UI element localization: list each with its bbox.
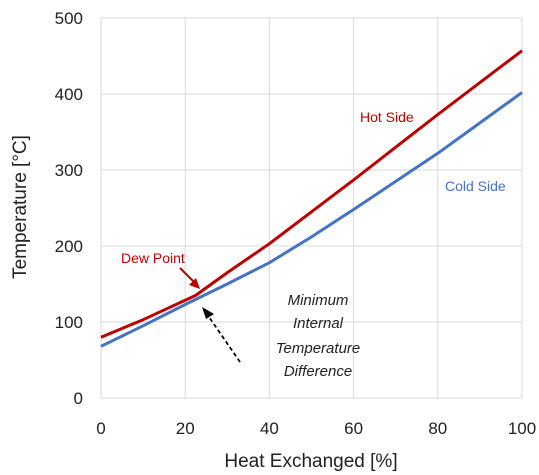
- x-axis-title: Heat Exchanged [%]: [224, 451, 397, 472]
- x-tick-label: 0: [96, 419, 105, 438]
- x-tick-label: 60: [344, 419, 363, 438]
- min-itd-line-3: Temperature: [276, 340, 361, 357]
- min-itd-line-1: Minimum: [288, 292, 349, 309]
- y-tick-label: 0: [74, 389, 83, 408]
- cold-side-line: [100, 91, 523, 348]
- y-tick-label: 300: [55, 161, 83, 180]
- dew-point-arrow-shaft: [179, 267, 196, 284]
- x-tick-labels: 0 20 40 60 80 100: [96, 419, 536, 438]
- y-tick-label: 200: [55, 237, 83, 256]
- grid-lines: [100, 17, 523, 399]
- x-tick-label: 20: [176, 419, 195, 438]
- x-tick-label: 100: [508, 419, 536, 438]
- y-tick-label: 400: [55, 85, 83, 104]
- min-itd-arrow-shaft: [208, 316, 241, 363]
- x-tick-label: 40: [260, 419, 279, 438]
- y-axis-title: Temperature [°C]: [10, 135, 31, 279]
- min-itd-arrowhead: [202, 307, 214, 319]
- y-tick-label: 500: [55, 9, 83, 28]
- hot-side-label: Hot Side: [360, 109, 414, 125]
- x-tick-label: 80: [428, 419, 447, 438]
- annotation-arrows: [179, 267, 241, 363]
- dew-point-label: Dew Point: [121, 250, 185, 266]
- min-itd-line-4: Difference: [284, 363, 352, 380]
- cold-side-label: Cold Side: [445, 178, 506, 194]
- y-tick-label: 100: [55, 313, 83, 332]
- y-tick-labels: 0 100 200 300 400 500: [55, 9, 83, 408]
- min-itd-line-2: Internal: [293, 315, 344, 332]
- dew-point-arrowhead: [189, 278, 200, 289]
- series-lines: [100, 49, 523, 348]
- hot-side-line: [100, 49, 523, 339]
